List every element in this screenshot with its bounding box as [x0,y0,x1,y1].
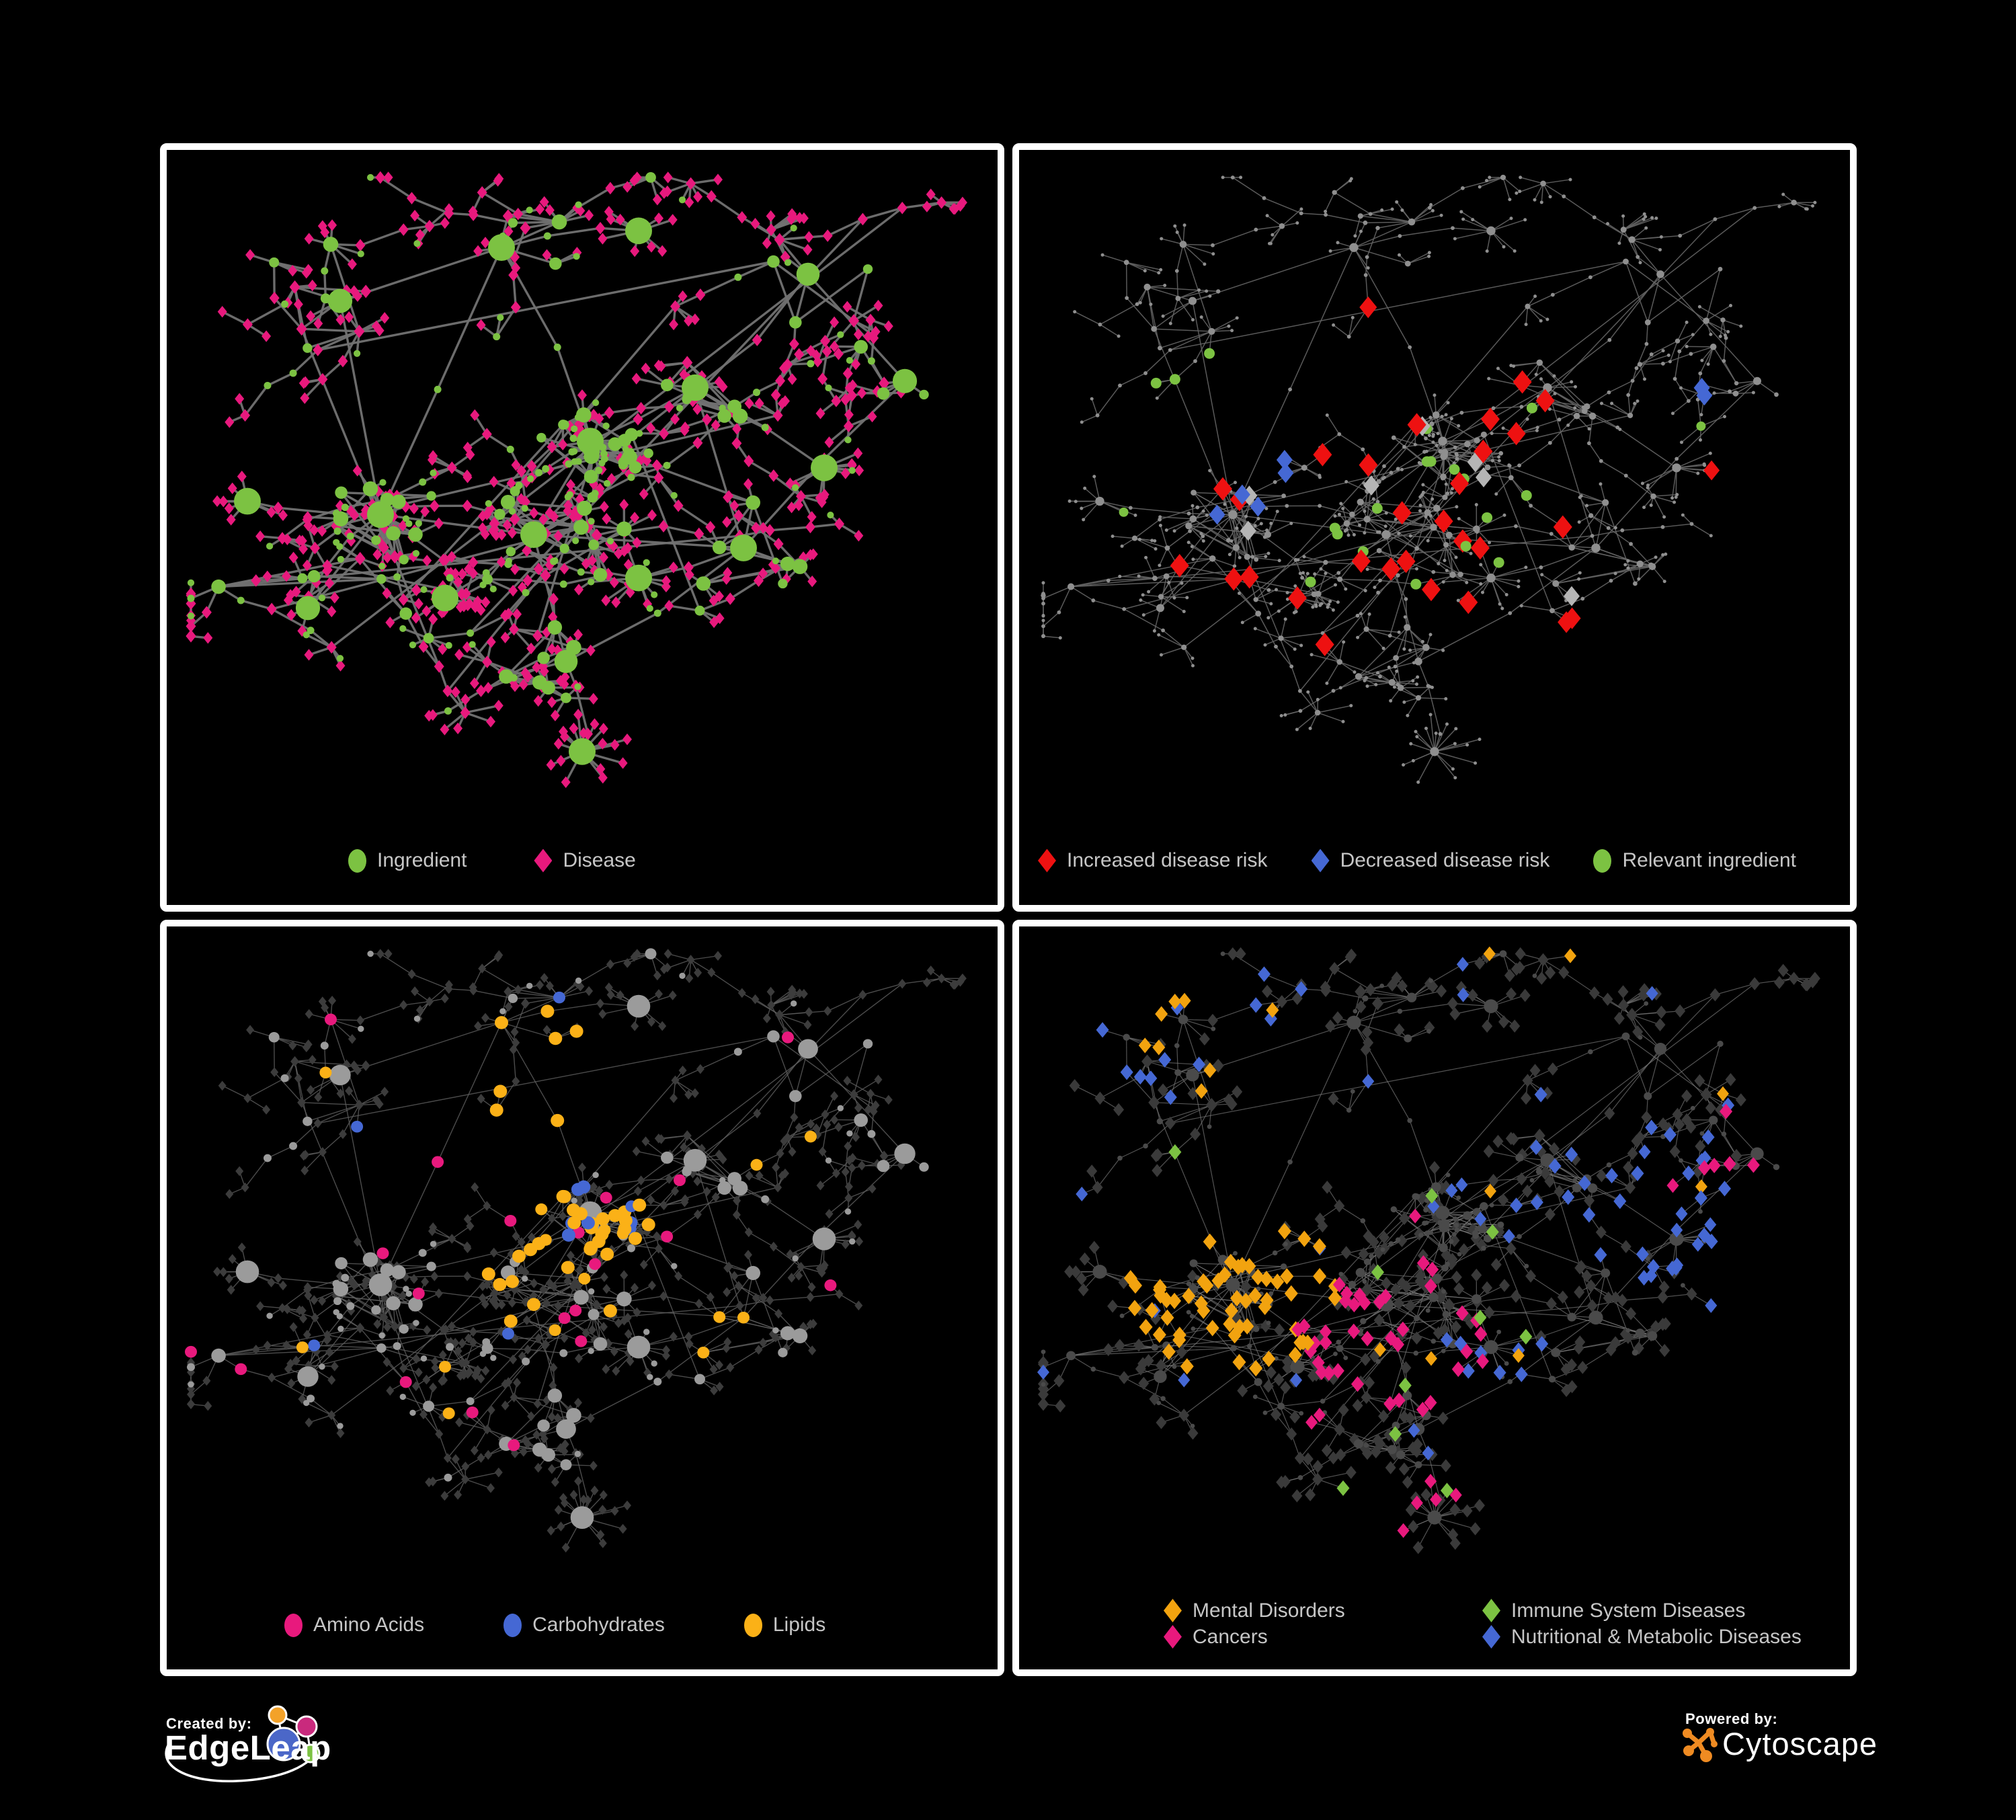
legend-item: Carbohydrates [503,1613,665,1637]
network-graph-mount [1031,167,1838,835]
panel-ingredient-categories: Amino Acids Carbohydrates Lipids [160,920,1004,1676]
graph-nodes-layer [186,171,967,789]
legend-label: Lipids [772,1614,826,1636]
network-graph [186,171,967,789]
legend-item: Cancers [1164,1625,1482,1649]
legend-label: Disease [563,849,636,871]
cytoscape-logo-icon [1683,1728,1718,1762]
legend-diamond-swatch [534,848,553,873]
legend-diamond-swatch [1482,1625,1500,1649]
legend-label: Mental Disorders [1193,1599,1345,1622]
legend-ingredient-disease: Ingredient Disease [167,845,998,876]
network-graph [185,948,967,1553]
created-by-label: Created by: [166,1715,252,1732]
legend-item: Immune System Diseases [1482,1599,1850,1622]
network-graph-mount [179,944,985,1599]
legend-label: Carbohydrates [532,1614,665,1636]
legend-item: Nutritional & Metabolic Diseases [1482,1625,1850,1649]
legend-item: Relevant ingredient [1593,848,1796,873]
legend-ellipse-swatch [1593,848,1612,873]
edgeleap-wordmark: EdgeLeap [165,1729,331,1767]
legend-item: Disease [534,848,636,873]
edgeleap-node-pink [295,1715,318,1738]
legend-item: Ingredient [348,848,467,873]
legend-label: Ingredient [377,849,467,871]
legend-label: Nutritional & Metabolic Diseases [1511,1625,1802,1648]
graph-nodes-layer [185,948,967,1553]
edgeleap-node-blue [266,1727,301,1762]
network-graph [1041,174,1817,784]
legend-disease-categories: Mental Disorders Immune System Diseases Ca… [1019,1599,1850,1649]
legend-ingredient-categories: Amino Acids Carbohydrates Lipids [167,1610,998,1640]
legend-label: Decreased disease risk [1340,849,1550,871]
network-graph-mount [179,167,985,835]
legend-label: Immune System Diseases [1511,1599,1746,1622]
panel-disease-categories: Mental Disorders Immune System Diseases Ca… [1012,920,1857,1676]
graph-edges-layer [1043,177,1816,783]
panel-disease-risk: Increased disease risk Decreased disease … [1012,143,1857,912]
edgeleap-logo-icon [165,1705,321,1783]
cytoscape-wordmark: Cytoscape [1722,1726,1878,1762]
legend-ellipse-swatch [743,1613,762,1637]
legend-item: Amino Acids [284,1613,425,1637]
legend-label: Increased disease risk [1067,849,1268,871]
legend-diamond-swatch [1164,1625,1182,1649]
graph-nodes-layer [1041,174,1817,784]
edgeleap-node-orange [268,1705,288,1725]
powered-by-label: Powered by: [1685,1710,1778,1727]
legend-diamond-swatch [1482,1599,1500,1622]
legend-ellipse-swatch [348,848,366,873]
edgeleap-node-green [300,1743,321,1764]
legend-item: Decreased disease risk [1311,848,1550,873]
network-graph [1037,946,1820,1554]
legend-item: Increased disease risk [1038,848,1268,873]
legend-item: Mental Disorders [1164,1599,1482,1622]
legend-item: Lipids [743,1613,826,1637]
legend-disease-risk: Increased disease risk Decreased disease … [1019,845,1850,876]
legend-diamond-swatch [1164,1599,1182,1622]
legend-ellipse-swatch [503,1613,522,1637]
legend-label: Relevant ingredient [1622,849,1796,871]
legend-label: Cancers [1193,1625,1268,1648]
legend-diamond-swatch [1038,848,1056,873]
graph-nodes-layer [1037,946,1820,1554]
legend-diamond-swatch [1311,848,1330,873]
legend-ellipse-swatch [284,1613,303,1637]
legend-label: Amino Acids [313,1614,425,1636]
panel-ingredient-disease: Ingredient Disease [160,143,1004,912]
network-graph-mount [1031,944,1838,1599]
